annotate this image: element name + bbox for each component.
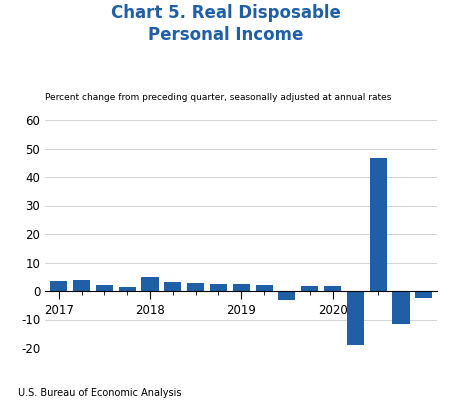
Bar xyxy=(187,283,204,291)
Bar xyxy=(142,277,159,291)
Bar xyxy=(347,291,364,345)
Bar xyxy=(164,282,181,291)
Bar xyxy=(278,291,295,300)
Bar xyxy=(73,280,90,291)
Bar xyxy=(210,284,227,291)
Text: U.S. Bureau of Economic Analysis: U.S. Bureau of Economic Analysis xyxy=(18,388,182,398)
Bar xyxy=(233,284,250,291)
Bar xyxy=(392,291,410,324)
Bar xyxy=(370,158,387,291)
Bar xyxy=(415,291,433,298)
Bar xyxy=(256,285,273,291)
Bar xyxy=(119,287,136,291)
Bar xyxy=(96,285,113,291)
Bar xyxy=(50,281,67,291)
Bar xyxy=(301,286,318,291)
Bar xyxy=(324,286,341,291)
Text: Chart 5. Real Disposable
Personal Income: Chart 5. Real Disposable Personal Income xyxy=(110,4,341,44)
Text: Percent change from preceding quarter, seasonally adjusted at annual rates: Percent change from preceding quarter, s… xyxy=(45,93,391,102)
